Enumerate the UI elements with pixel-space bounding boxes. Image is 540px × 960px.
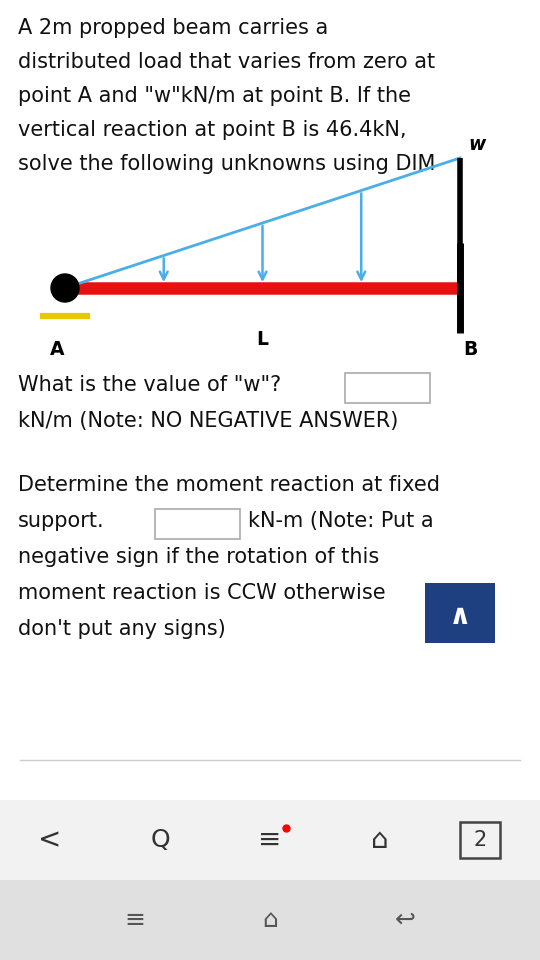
Text: 2: 2 — [474, 830, 487, 850]
Text: ∧: ∧ — [449, 602, 471, 630]
Text: What is the value of "w"?: What is the value of "w"? — [18, 375, 281, 395]
Bar — [460, 822, 500, 858]
Text: B: B — [463, 340, 477, 359]
Bar — [0, 880, 540, 960]
Text: kN-m (Note: Put a: kN-m (Note: Put a — [248, 511, 434, 531]
Bar — [0, 800, 540, 880]
Text: A: A — [50, 340, 64, 359]
Text: kN/m (Note: NO NEGATIVE ANSWER): kN/m (Note: NO NEGATIVE ANSWER) — [18, 411, 399, 431]
Text: ≡: ≡ — [258, 826, 282, 854]
Text: ≡: ≡ — [125, 908, 145, 932]
Text: ↩: ↩ — [395, 908, 415, 932]
Text: L: L — [256, 330, 268, 349]
Text: Determine the moment reaction at fixed: Determine the moment reaction at fixed — [18, 475, 440, 495]
Circle shape — [51, 274, 79, 302]
Bar — [0, 0, 540, 800]
Bar — [425, 583, 495, 643]
Text: w: w — [468, 135, 485, 154]
Text: solve the following unknowns using DIM: solve the following unknowns using DIM — [18, 154, 435, 174]
Text: ⌂: ⌂ — [371, 826, 389, 854]
Text: moment reaction is CCW otherwise: moment reaction is CCW otherwise — [18, 583, 386, 603]
Text: don't put any signs): don't put any signs) — [18, 619, 226, 639]
Text: negative sign if the rotation of this: negative sign if the rotation of this — [18, 547, 379, 567]
Text: support.: support. — [18, 511, 105, 531]
Text: point A and "w"kN/m at point B. If the: point A and "w"kN/m at point B. If the — [18, 86, 411, 106]
Text: ⌂: ⌂ — [262, 908, 278, 932]
Text: Q: Q — [150, 828, 170, 852]
Text: distributed load that varies from zero at: distributed load that varies from zero a… — [18, 52, 435, 72]
Text: vertical reaction at point B is 46.4kN,: vertical reaction at point B is 46.4kN, — [18, 120, 407, 140]
Bar — [155, 509, 240, 539]
Text: A 2m propped beam carries a: A 2m propped beam carries a — [18, 18, 328, 38]
Bar — [345, 373, 430, 403]
Text: <: < — [38, 826, 62, 854]
